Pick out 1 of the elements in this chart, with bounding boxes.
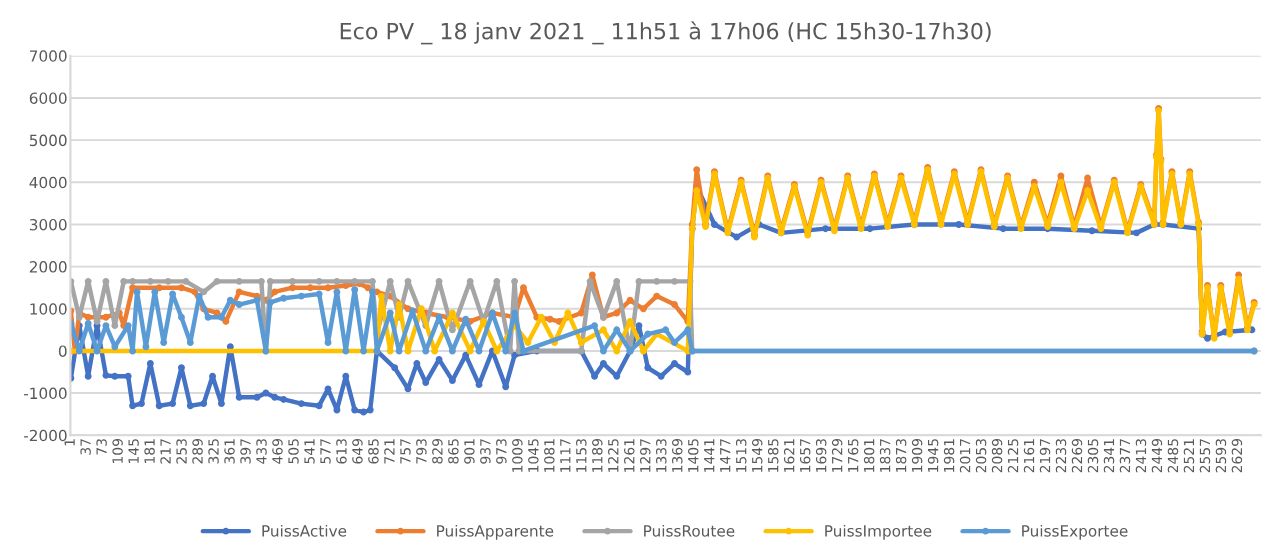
chart-title: Eco PV _ 18 janv 2021 _ 11h51 à 17h06 (HC 15h30-17h30) (340, 21, 991, 45)
